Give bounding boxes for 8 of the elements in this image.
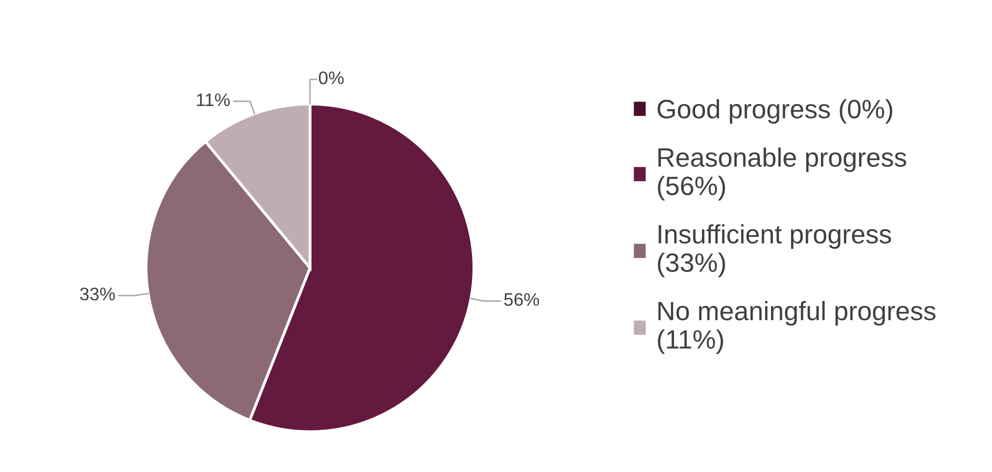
- legend-label: Reasonable progress (56%): [658, 147, 906, 200]
- data-label: 56%: [504, 293, 540, 306]
- data-label: 33%: [80, 288, 115, 300]
- text: 0%: [318, 71, 344, 84]
- legend-label: Insufficient progress (33%): [658, 224, 891, 278]
- legend-label: Good progress (0%): [658, 99, 892, 124]
- legend-label: No meaningful progress (11%): [658, 300, 936, 354]
- data-label: 11%: [196, 93, 230, 106]
